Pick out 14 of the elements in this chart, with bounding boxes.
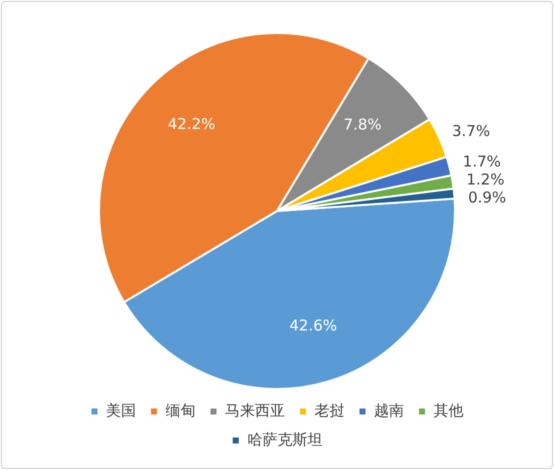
legend-label: 其他 (434, 401, 464, 420)
legend-label: 哈萨克斯坦 (247, 430, 322, 448)
data-label: 0.9% (468, 188, 506, 206)
data-label: 1.7% (462, 152, 501, 170)
data-label: 7.8% (344, 115, 382, 134)
legend-label: 马来西亚 (225, 401, 285, 420)
legend-label: 美国 (106, 401, 136, 420)
data-label: 3.7% (452, 122, 490, 140)
data-label: 42.2% (168, 115, 216, 134)
legend-label: 越南 (374, 401, 404, 420)
legend-label: 老挝 (314, 401, 344, 420)
legend-label: 缅甸 (166, 401, 196, 420)
data-label: 1.2% (466, 170, 505, 188)
data-label: 42.6% (289, 316, 338, 334)
